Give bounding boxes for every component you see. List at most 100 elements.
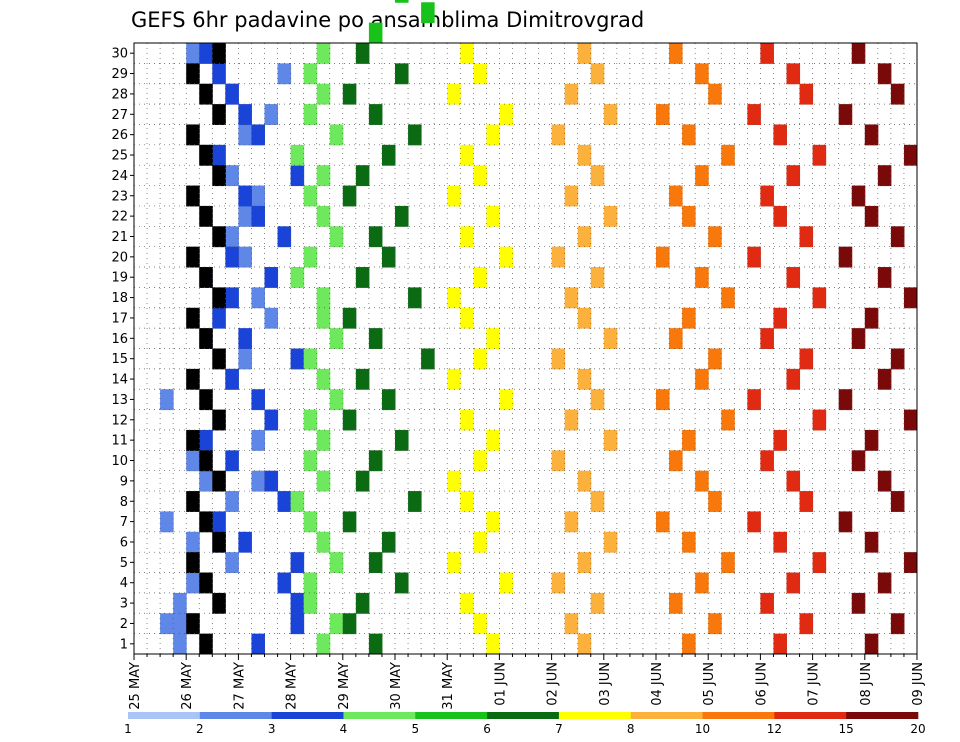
colorbar-swatch bbox=[128, 712, 201, 719]
heatmap-cell bbox=[225, 552, 239, 574]
heatmap-cell bbox=[486, 328, 500, 349]
heatmap-cell bbox=[695, 470, 709, 492]
heatmap-cell bbox=[316, 531, 331, 553]
colorbar-label: 5 bbox=[411, 722, 419, 736]
heatmap-cell bbox=[773, 124, 787, 146]
heatmap-cell bbox=[590, 63, 605, 85]
heatmap-cell bbox=[695, 165, 709, 187]
heatmap-cell bbox=[225, 491, 239, 512]
heatmap-cell bbox=[186, 572, 200, 594]
heatmap-cell bbox=[708, 226, 722, 248]
heatmap-cell bbox=[408, 287, 422, 309]
x-tick-label: 27 MAY bbox=[232, 662, 247, 710]
heatmap-cell bbox=[603, 104, 618, 125]
heatmap-cell bbox=[903, 409, 918, 431]
colorbar-swatch bbox=[415, 712, 488, 719]
heatmap-cell bbox=[682, 531, 696, 553]
heatmap-cell bbox=[851, 185, 866, 207]
colorbar-swatch bbox=[846, 712, 919, 719]
heatmap-cell bbox=[656, 511, 670, 533]
heatmap-cell bbox=[760, 43, 774, 64]
heatmap-cell bbox=[225, 226, 239, 248]
heatmap-cell bbox=[290, 552, 305, 574]
heatmap-cell bbox=[186, 124, 200, 146]
x-tick-label: 04 JUN bbox=[650, 662, 665, 706]
heatmap-cell bbox=[903, 144, 918, 166]
heatmap-cell bbox=[199, 450, 213, 472]
heatmap-cell bbox=[212, 592, 226, 614]
heatmap-cell bbox=[851, 592, 866, 614]
heatmap-cell bbox=[290, 592, 305, 614]
y-tick-label: 5 bbox=[120, 556, 128, 571]
x-tick-label: 31 MAY bbox=[441, 662, 456, 710]
heatmap-cell bbox=[303, 572, 318, 594]
heatmap-cell bbox=[799, 613, 814, 635]
x-tick-label: 29 MAY bbox=[337, 662, 352, 710]
heatmap-cell bbox=[212, 43, 226, 64]
heatmap-cell bbox=[669, 43, 683, 64]
heatmap-cell bbox=[212, 144, 226, 166]
heatmap-cell bbox=[395, 205, 409, 227]
heatmap-cell bbox=[303, 511, 318, 533]
colorbar-label: 15 bbox=[839, 722, 854, 736]
heatmap-cell bbox=[760, 185, 774, 207]
heatmap-cell bbox=[864, 531, 879, 553]
x-tick-label: 02 JUN bbox=[546, 662, 561, 706]
heatmap-cell bbox=[238, 104, 252, 125]
colorbar: 1 2 3 4 5 6 7 8 10 12 15 20 bbox=[124, 712, 926, 736]
heatmap-cell bbox=[460, 226, 474, 248]
colorbar-label: 6 bbox=[483, 722, 491, 736]
heatmap-cell bbox=[851, 450, 866, 472]
heatmap-cell bbox=[838, 389, 853, 411]
heatmap-cell bbox=[603, 328, 618, 349]
chart-title: GEFS 6hr padavine po ansamblima Dimitrov… bbox=[131, 8, 644, 32]
heatmap-cell bbox=[238, 348, 252, 370]
heatmap-cell bbox=[760, 592, 774, 614]
colorbar-swatch bbox=[702, 712, 775, 719]
heatmap-cell bbox=[199, 429, 213, 451]
heatmap-cell bbox=[368, 450, 383, 472]
heatmap-cell bbox=[186, 307, 200, 329]
heatmap-cell bbox=[486, 633, 500, 655]
colorbar-swatch bbox=[271, 712, 344, 719]
heatmap-cell bbox=[186, 43, 200, 64]
heatmap-cell bbox=[342, 185, 357, 207]
heatmap-cell bbox=[721, 287, 735, 309]
heatmap-cell bbox=[721, 144, 735, 166]
heatmap-cell bbox=[499, 572, 513, 594]
heatmap-cell bbox=[199, 144, 213, 166]
heatmap-cell bbox=[316, 307, 331, 329]
heatmap-cell bbox=[773, 307, 787, 329]
heatmap-cell bbox=[303, 185, 318, 207]
heatmap-cell bbox=[695, 572, 709, 594]
heatmap-cell bbox=[225, 287, 239, 309]
heatmap-cell bbox=[577, 552, 592, 574]
heatmap-cell bbox=[316, 165, 331, 187]
y-tick-label: 27 bbox=[111, 108, 128, 123]
heatmap-cell bbox=[395, 0, 409, 3]
heatmap-cell bbox=[564, 287, 579, 309]
heatmap-cell bbox=[890, 83, 905, 105]
heatmap-cell bbox=[786, 368, 801, 390]
heatmap-cell bbox=[877, 572, 892, 594]
y-tick-label: 30 bbox=[111, 47, 128, 62]
heatmap-cell bbox=[577, 43, 592, 64]
heatmap-cell bbox=[682, 124, 696, 146]
heatmap-cell bbox=[251, 287, 265, 309]
heatmap-cell bbox=[773, 429, 787, 451]
heatmap-cell bbox=[290, 491, 305, 512]
heatmap-cell bbox=[264, 470, 279, 492]
heatmap-cell bbox=[264, 267, 279, 288]
heatmap-cell bbox=[708, 491, 722, 512]
heatmap-cell bbox=[747, 104, 761, 125]
heatmap-cell bbox=[342, 511, 357, 533]
heatmap-cell bbox=[186, 531, 200, 553]
y-tick-label: 24 bbox=[111, 169, 128, 184]
colorbar-label: 3 bbox=[268, 722, 276, 736]
heatmap-cell bbox=[890, 226, 905, 248]
heatmap-cell bbox=[799, 83, 814, 105]
heatmap-cell bbox=[551, 124, 566, 146]
y-tick-label: 21 bbox=[111, 230, 128, 245]
heatmap-cell bbox=[812, 287, 827, 309]
heatmap-cell bbox=[212, 287, 226, 309]
